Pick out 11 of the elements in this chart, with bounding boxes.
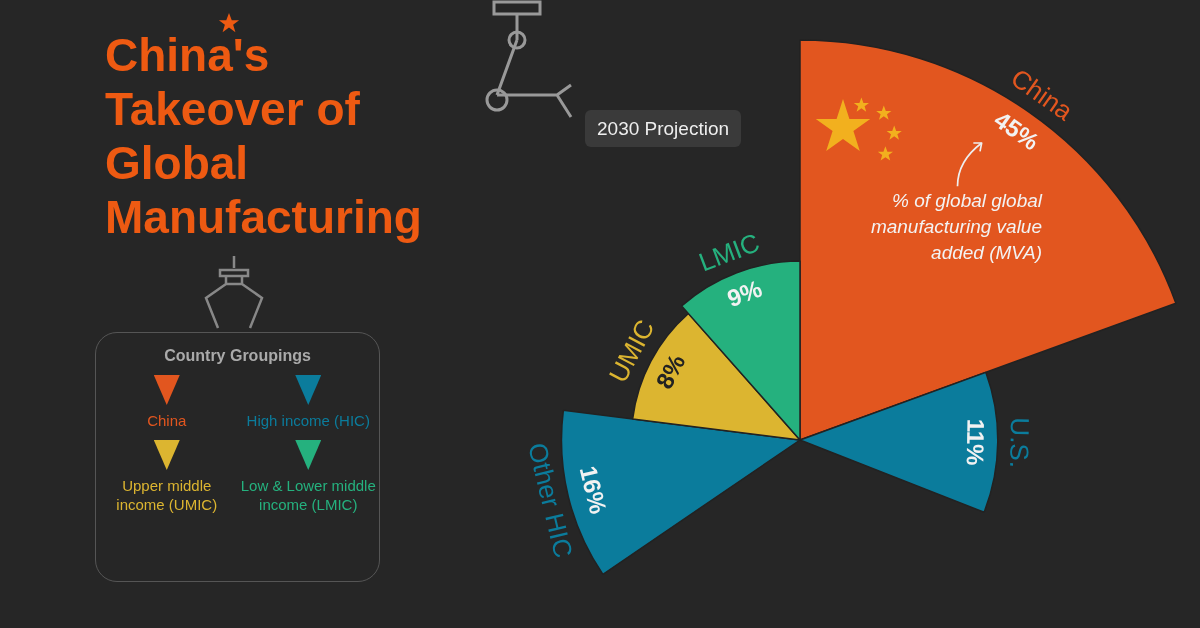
text: China <box>147 412 187 429</box>
text: % of global global manufacturing value added (MVA) <box>869 189 1042 265</box>
category-label: U.S. <box>1004 417 1035 469</box>
text: China's Takeover of Global Manufacturing <box>105 28 423 244</box>
text: Upper middle income (UMIC) <box>116 477 218 513</box>
legend-title: Country Groupings <box>163 347 312 365</box>
data-label: 11% <box>961 418 990 466</box>
text: 2030 Projection <box>585 110 742 147</box>
text: High income (HIC) <box>246 412 370 429</box>
data-label: 8% <box>650 349 691 394</box>
text: Low & Lower middle income (LMIC) <box>240 477 376 513</box>
